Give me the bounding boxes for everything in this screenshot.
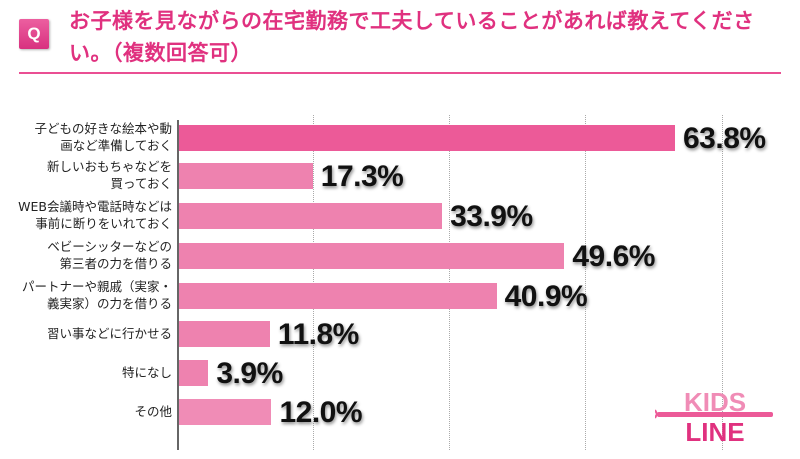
gridline	[722, 115, 723, 450]
question-title: お子様を見ながらの在宅勤務で工夫していることがあれば教えてください。（複数回答可…	[69, 9, 755, 65]
gridline	[313, 115, 314, 450]
category-label-line: その他	[134, 404, 172, 419]
category-label: WEB会議時や電話時などは事前に断りをいれておく	[0, 198, 172, 232]
value-label: 49.6%	[572, 240, 655, 273]
svg-text:LINE: LINE	[685, 417, 744, 445]
value-label: 12.0%	[279, 396, 363, 429]
value-label: 33.9%	[450, 200, 533, 233]
category-label: 習い事などに行かせる	[0, 325, 172, 342]
bar	[178, 360, 209, 386]
category-label: パートナーや親戚（実家・義実家）の力を借りる	[0, 278, 172, 312]
category-label-line: 買っておく	[110, 176, 172, 191]
category-label: 特になし	[0, 364, 172, 381]
value-label: 63.8%	[683, 122, 766, 155]
category-label: 新しいおもちゃなどを買っておく	[0, 158, 172, 192]
bar	[178, 283, 497, 309]
category-label-line: パートナーや親戚（実家・	[21, 279, 172, 294]
title-divider	[19, 72, 781, 74]
value-label: 3.9%	[216, 357, 283, 390]
category-label-line: ベビーシッターなどの	[47, 239, 172, 254]
category-label-line: 習い事などに行かせる	[46, 326, 172, 341]
gridline	[585, 115, 586, 450]
category-label: 子どもの好きな絵本や動画など準備しておく	[0, 120, 172, 154]
value-label: 17.3%	[320, 160, 404, 193]
svg-text:KIDS: KIDS	[684, 387, 746, 417]
category-label-line: 義実家）の力を借りる	[46, 296, 172, 311]
gridline	[449, 115, 450, 450]
category-label-line: 事前に断りをいれておく	[35, 216, 172, 231]
question-badge: Q	[19, 19, 49, 49]
value-label: 11.8%	[277, 318, 359, 351]
bar	[178, 163, 313, 189]
category-label-line: 画など準備しておく	[60, 138, 172, 153]
bar	[178, 125, 675, 151]
category-label-line: 特になし	[121, 365, 172, 380]
kidsline-logo: KIDS LINE	[655, 387, 773, 445]
category-label: ベビーシッターなどの第三者の力を借りる	[0, 238, 172, 272]
value-label: 40.9%	[504, 280, 588, 313]
category-label-line: 子どもの好きな絵本や動	[34, 121, 172, 136]
bar	[178, 399, 272, 425]
y-axis	[177, 120, 179, 450]
category-label-line: WEB会議時や電話時などは	[18, 199, 172, 214]
category-label-line: 新しいおもちゃなどを	[46, 159, 172, 174]
bar	[178, 321, 270, 347]
bar	[178, 203, 443, 229]
category-label-line: 第三者の力を借りる	[59, 256, 172, 271]
category-label: その他	[0, 403, 172, 420]
bar	[178, 243, 565, 269]
